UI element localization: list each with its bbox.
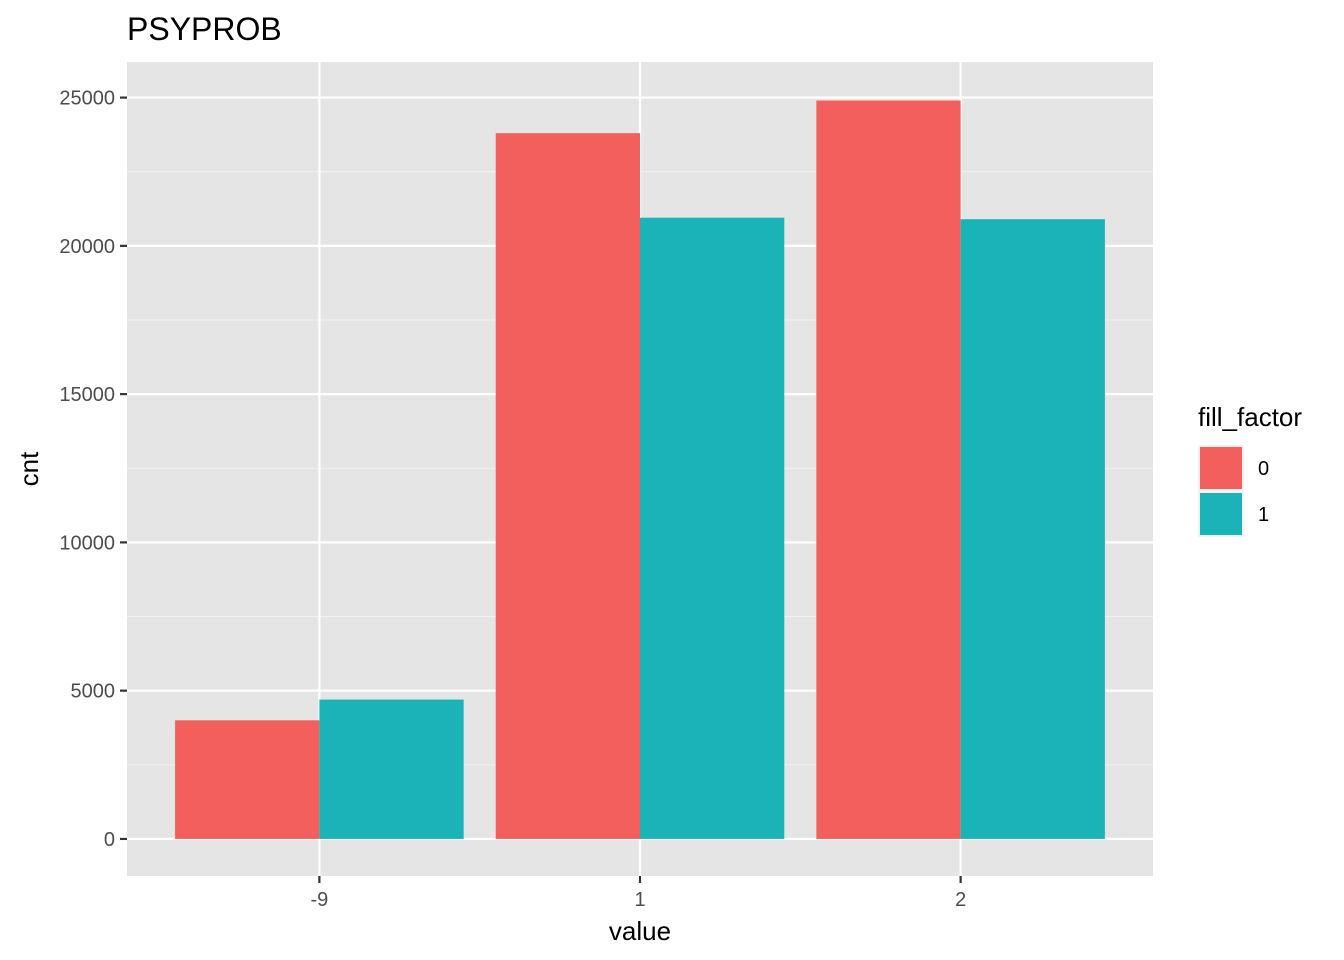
y-tick-label: 10000 [59,532,115,554]
y-tick-label: 15000 [59,384,115,406]
legend-items: 01 [1198,445,1269,537]
y-tick-label: 20000 [59,236,115,258]
bar-series-0--9 [175,720,320,839]
x-tick-label: 2 [955,889,966,911]
legend: fill_factor 01 [1198,402,1302,537]
legend-title: fill_factor [1198,402,1302,432]
y-tick-label: 0 [104,829,115,851]
bar-series-1-1 [640,217,785,839]
bar-series-0-1 [495,133,640,839]
legend-label: 1 [1258,504,1269,526]
bar-series-1--9 [319,699,464,839]
y-axis-ticks: 0 5000 10000 15000 20000 25000 [59,88,127,851]
y-axis-title: cnt [14,451,44,486]
x-tick-label: 1 [634,889,645,911]
y-tick-label: 25000 [59,88,115,110]
y-tick-label: 5000 [71,681,116,703]
bar-series-0-2 [816,100,961,839]
legend-label: 0 [1258,458,1269,480]
x-tick-label: -9 [310,889,328,911]
x-axis-title: value [609,916,671,946]
x-axis-ticks: -9 1 2 [310,876,966,911]
legend-swatch-1 [1200,493,1242,535]
chart-title: PSYPROB [127,11,282,47]
legend-swatch-0 [1200,447,1242,489]
bar-series-1-2 [960,219,1105,839]
bars [175,100,1105,839]
